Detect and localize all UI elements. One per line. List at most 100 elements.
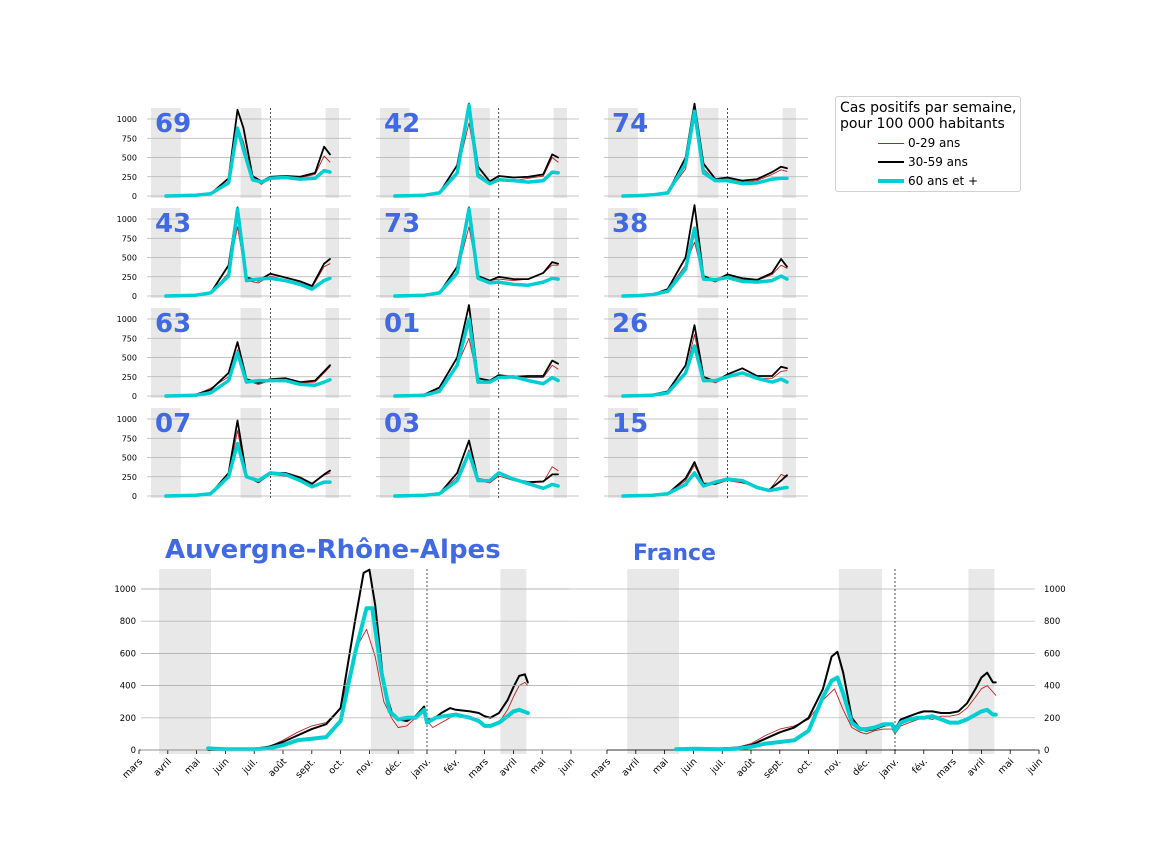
y-tick-label: 0 (131, 746, 136, 756)
panel-title: 73 (384, 209, 420, 239)
series-line-senior (393, 207, 560, 298)
x-tick-label: mai (528, 756, 548, 776)
panel-title: 43 (155, 209, 191, 239)
x-tick-label: avril (497, 756, 519, 778)
shaded-period (782, 408, 796, 498)
y-tick-label: 200 (1044, 714, 1060, 724)
x-tick-label: avril (620, 756, 642, 778)
shaded-period (380, 408, 410, 498)
y-tick-label: 0 (132, 192, 137, 201)
panel-title: 15 (612, 409, 648, 439)
y-tick-label: 250 (122, 373, 137, 382)
shaded-period (380, 208, 410, 298)
shaded-period (782, 108, 796, 198)
shaded-period (608, 408, 638, 498)
chart-panel-1: 42 (376, 102, 579, 198)
legend-label-middle: 30-59 ans (908, 155, 968, 169)
legend-line-senior (878, 179, 904, 183)
panel-title: 63 (155, 309, 191, 339)
shaded-period (159, 569, 211, 754)
y-tick-label: 800 (120, 617, 136, 627)
panel-title: 26 (612, 309, 648, 339)
y-tick-label: 500 (122, 354, 137, 363)
shaded-period (697, 408, 719, 498)
y-tick-label: 250 (122, 173, 137, 182)
y-tick-label: 1000 (114, 585, 136, 595)
shaded-period (500, 569, 527, 754)
chart-panel-8: 26 (604, 308, 808, 398)
chart-panel-2: 74 (604, 102, 808, 198)
x-tick-label: sept. (761, 756, 785, 780)
x-tick-label: oct. (326, 756, 346, 776)
x-tick-label: oct. (794, 756, 814, 776)
x-tick-label: nov. (822, 756, 844, 778)
y-tick-label: 400 (1044, 682, 1060, 692)
shaded-period (151, 408, 181, 498)
x-tick-label: mars (466, 756, 491, 781)
series-line-senior (393, 451, 560, 498)
series-line-senior (206, 606, 530, 752)
chart-panel-9: 0 250 500 750 1000 07 (117, 408, 351, 501)
y-tick-label: 1000 (117, 315, 137, 324)
chart-panel-5: 38 (604, 204, 808, 298)
chart-panel-6: 0 250 500 750 1000 63 (117, 308, 351, 401)
shaded-period (325, 308, 339, 398)
series-line-senior (621, 109, 789, 198)
chart-panel-10: 03 (376, 408, 579, 498)
chart-panel-11: 15 (604, 408, 808, 498)
y-tick-label: 200 (120, 714, 136, 724)
x-tick-label: avril (965, 756, 987, 778)
x-tick-label: mai (996, 756, 1016, 776)
y-tick-label: 750 (122, 334, 137, 343)
series-line-senior (621, 471, 789, 498)
y-tick-label: 1000 (117, 215, 137, 224)
x-tick-label: fév. (442, 756, 462, 776)
y-tick-label: 500 (122, 154, 137, 163)
x-tick-label: juin (211, 756, 232, 777)
x-tick-label: janv. (409, 756, 433, 780)
x-tick-label: juil. (240, 756, 260, 776)
chart-panel-4: 73 (376, 206, 579, 298)
shaded-period (325, 108, 339, 198)
series-line-senior (393, 317, 560, 398)
shaded-period (380, 308, 410, 398)
legend-entry-senior: 60 ans et + (878, 173, 1018, 189)
x-tick-label: juin (1024, 756, 1045, 777)
y-tick-label: 250 (122, 273, 137, 282)
chart-panel-3: 0 250 500 750 1000 43 (117, 206, 351, 301)
panel-title: France (633, 541, 716, 566)
legend: Cas positifs par semaine, pour 100 000 h… (835, 96, 1021, 192)
legend-line-middle (878, 161, 904, 163)
series-line-senior (674, 675, 998, 752)
shaded-period (151, 308, 181, 398)
y-tick-label: 0 (132, 492, 137, 501)
x-tick-label: juin (556, 756, 577, 777)
series-line-senior (621, 226, 789, 298)
panel-title: 07 (155, 409, 191, 439)
series-line-senior (164, 126, 332, 198)
legend-title: Cas positifs par semaine, pour 100 000 h… (840, 100, 1017, 132)
x-tick-label: déc. (382, 756, 404, 778)
shaded-period (151, 208, 181, 298)
shaded-period (608, 308, 638, 398)
x-tick-label: mars (120, 756, 145, 781)
series-line-middle (675, 650, 997, 751)
legend-entry-middle: 30-59 ans (878, 154, 1018, 170)
x-tick-label: juin (679, 756, 700, 777)
shaded-period (782, 208, 796, 298)
shaded-period (151, 108, 181, 198)
shaded-period (325, 208, 339, 298)
shaded-period (469, 208, 490, 298)
legend-label-senior: 60 ans et + (908, 174, 979, 188)
shaded-period (968, 569, 995, 754)
y-tick-label: 750 (122, 134, 137, 143)
shaded-period (697, 308, 719, 398)
x-tick-label: avril (152, 756, 174, 778)
series-line-young (675, 685, 997, 751)
x-tick-label: mai (182, 756, 202, 776)
shaded-period (782, 308, 796, 398)
x-tick-label: fév. (910, 756, 930, 776)
series-line-middle (207, 568, 529, 751)
